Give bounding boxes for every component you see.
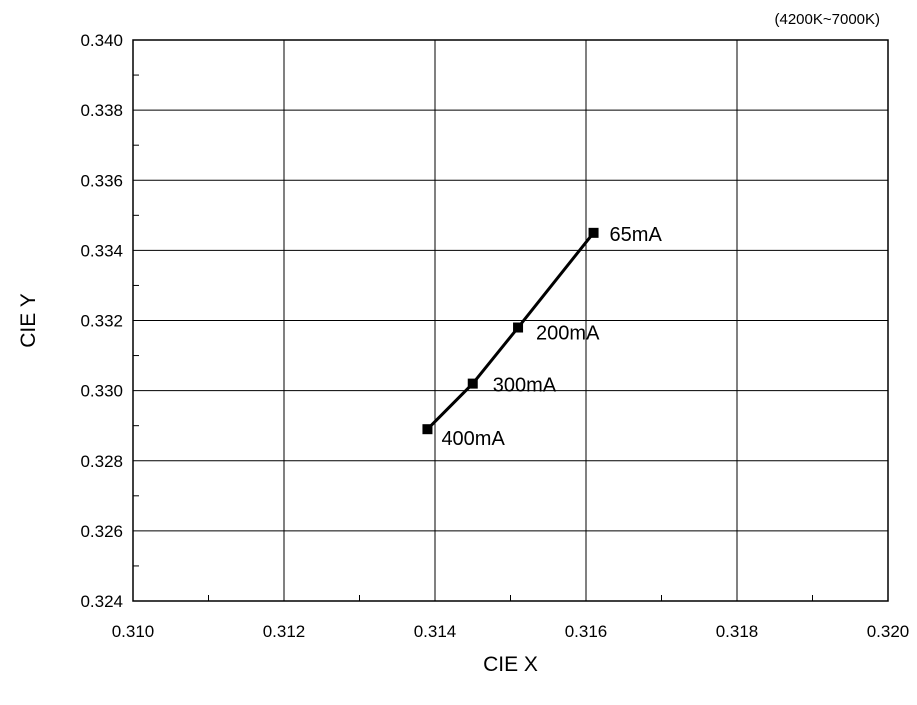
x-tick-label: 0.312 — [263, 622, 306, 641]
grid — [132, 39, 889, 602]
data-label: 400mA — [441, 428, 505, 450]
data-label: 200mA — [536, 323, 600, 345]
data-point — [422, 424, 433, 435]
x-tick-label: 0.310 — [112, 622, 155, 641]
data-label: 65mA — [610, 224, 663, 246]
x-tick-label: 0.318 — [716, 622, 759, 641]
chart-subtitle: (4200K~7000K) — [775, 11, 881, 28]
x-tick-labels: 0.310 0.312 0.314 0.316 0.318 0.320 — [112, 622, 910, 641]
x-axis-title: CIE X — [483, 653, 538, 676]
y-tick-label: 0.338 — [80, 101, 123, 120]
y-tick-label: 0.324 — [80, 592, 123, 611]
y-tick-label: 0.328 — [80, 452, 123, 471]
y-tick-label: 0.332 — [80, 312, 123, 331]
y-tick-label: 0.336 — [80, 171, 123, 190]
y-tick-label: 0.340 — [80, 31, 123, 50]
x-tick-label: 0.320 — [867, 622, 910, 641]
data-point — [588, 227, 599, 238]
minor-ticks — [133, 74, 813, 601]
data-point — [513, 322, 524, 333]
x-tick-label: 0.316 — [565, 622, 608, 641]
y-tick-label: 0.330 — [80, 382, 123, 401]
y-tick-label: 0.326 — [80, 522, 123, 541]
x-tick-label: 0.314 — [414, 622, 457, 641]
series-line — [426, 231, 595, 431]
series: 400mA 300mA 200mA 65mA — [422, 224, 662, 450]
y-axis-title: CIE Y — [17, 293, 40, 347]
data-label: 300mA — [493, 375, 557, 397]
data-point — [467, 378, 478, 389]
y-tick-labels: 0.324 0.326 0.328 0.330 0.332 0.334 0.336 0.338… — [80, 31, 123, 611]
y-tick-label: 0.334 — [80, 241, 123, 260]
